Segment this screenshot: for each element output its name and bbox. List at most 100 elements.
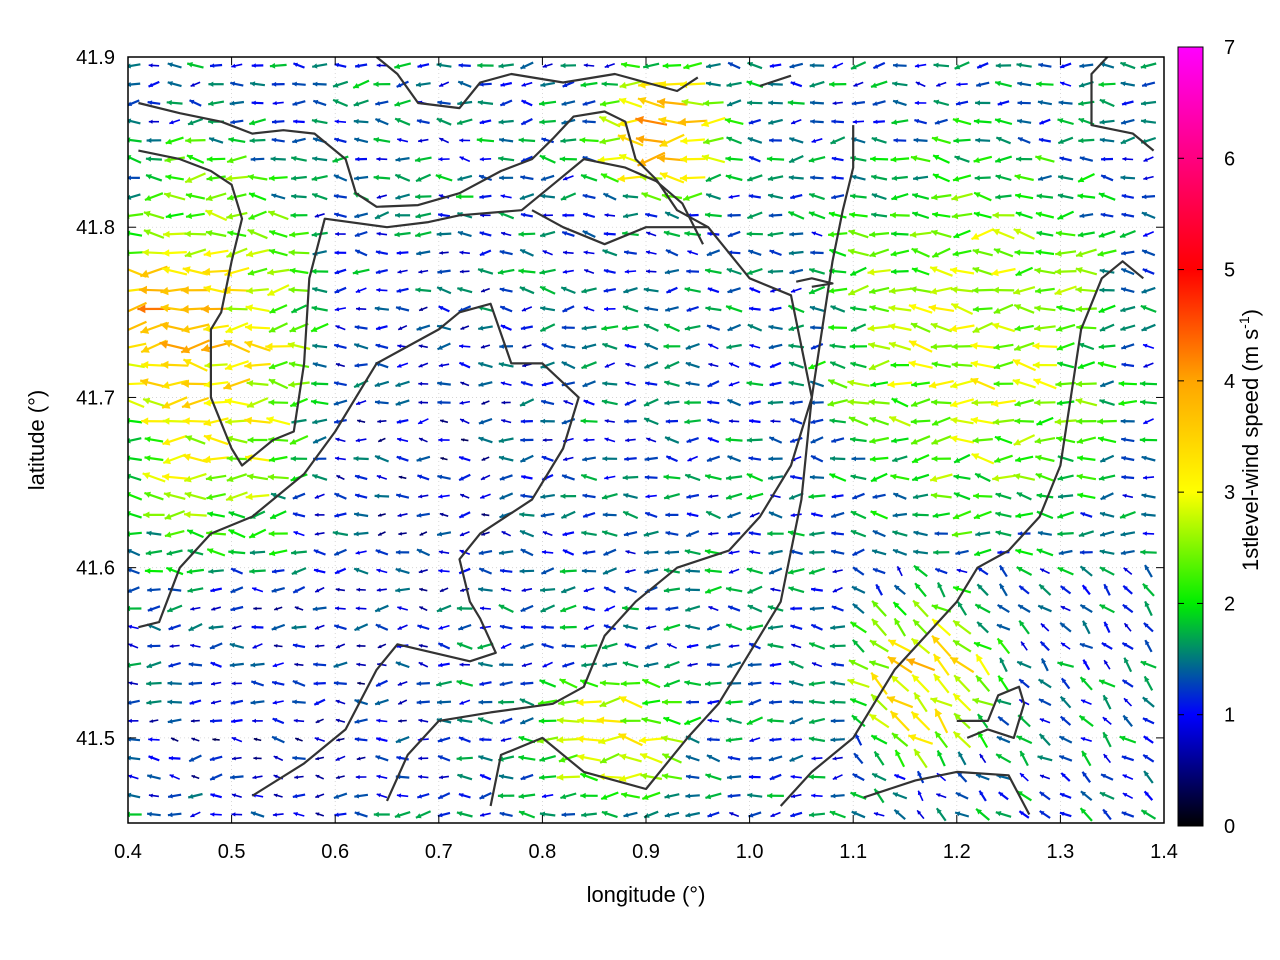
wind-arrow-head <box>356 587 361 592</box>
wind-arrow-head <box>208 624 214 631</box>
wind-arrow-head <box>913 619 920 627</box>
wind-arrow-head <box>830 680 836 686</box>
wind-arrow-head <box>664 793 670 799</box>
wind-arrow <box>725 737 743 743</box>
wind-arrow <box>1040 658 1049 672</box>
wind-arrow <box>253 756 262 761</box>
wind-arrow <box>893 617 907 637</box>
wind-arrow <box>499 811 513 817</box>
wind-arrow-head <box>1103 732 1109 739</box>
wind-arrow <box>229 662 244 668</box>
wind-arrow <box>1080 790 1093 802</box>
wind-arrow-head <box>955 811 961 817</box>
wind-arrow <box>231 793 242 798</box>
wind-arrow-head <box>1145 640 1150 646</box>
wind-arrow <box>499 624 513 630</box>
wind-arrow-head <box>935 568 941 573</box>
wind-arrow-head <box>1123 585 1128 591</box>
wind-arrow-head <box>664 681 670 688</box>
wind-arrow <box>1080 699 1092 706</box>
wind-arrow <box>354 811 368 818</box>
wind-arrow-head <box>168 756 173 761</box>
wind-arrow-head <box>911 711 920 720</box>
wind-arrow-head <box>976 654 983 663</box>
wind-arrow <box>599 696 621 708</box>
wind-arrow <box>457 773 473 781</box>
wind-arrow <box>620 680 641 687</box>
wind-arrow <box>312 606 327 612</box>
wind-arrow <box>749 737 761 743</box>
wind-arrow <box>849 697 867 707</box>
wind-arrow-head <box>790 624 795 629</box>
wind-arrow-head <box>936 793 941 798</box>
wind-arrow-head <box>292 680 298 685</box>
wind-arrow-head <box>869 660 876 667</box>
wind-arrow <box>1103 621 1111 634</box>
wind-arrow-head <box>312 606 318 612</box>
wind-arrow <box>952 619 972 635</box>
wind-arrow <box>561 812 576 818</box>
wind-arrow-head <box>872 619 879 626</box>
wind-arrow-head <box>498 699 504 705</box>
wind-arrow <box>1020 641 1028 651</box>
wind-arrow-head <box>1099 604 1106 610</box>
wind-arrow-head <box>891 675 899 683</box>
wind-arrow-head <box>977 567 983 572</box>
wind-arrow <box>250 662 265 668</box>
wind-arrow <box>375 737 388 742</box>
wind-arrow <box>852 773 865 782</box>
wind-arrow <box>436 699 452 705</box>
wind-arrow-head <box>808 681 815 687</box>
wind-arrow <box>294 662 304 667</box>
wind-arrow-head <box>149 719 154 723</box>
wind-arrow-head <box>871 735 878 741</box>
wind-arrow <box>916 809 925 820</box>
wind-arrow <box>1038 583 1052 596</box>
wind-arrow-head <box>253 737 258 742</box>
wind-arrow <box>1080 737 1092 742</box>
wind-arrow-head <box>1142 718 1148 723</box>
wind-arrow <box>768 699 783 705</box>
wind-arrow <box>847 678 870 689</box>
wind-arrow-head <box>829 810 836 816</box>
wind-arrow <box>684 680 702 686</box>
wind-arrow-head <box>252 718 256 723</box>
wind-arrow-head <box>725 737 732 743</box>
wind-arrow-head <box>642 699 649 706</box>
wind-arrow <box>685 774 700 780</box>
wind-arrow <box>539 811 556 817</box>
wind-arrow-head <box>726 623 732 629</box>
wind-arrow-head <box>146 680 152 687</box>
wind-arrow-head <box>335 699 340 704</box>
wind-arrow <box>229 642 245 649</box>
wind-arrow <box>374 698 389 706</box>
wind-arrow <box>1016 660 1032 669</box>
wind-arrow-head <box>167 680 173 686</box>
wind-arrow <box>907 734 934 745</box>
wind-arrow <box>336 737 345 742</box>
wind-arrow <box>518 793 536 799</box>
wind-arrow-head <box>292 793 298 799</box>
wind-arrow <box>687 662 698 667</box>
wind-arrow <box>519 568 535 574</box>
wind-arrow <box>666 643 678 649</box>
wind-arrow-head <box>335 718 340 723</box>
wind-arrow <box>354 718 368 724</box>
wind-arrow-head <box>231 812 236 817</box>
wind-arrow-head <box>1020 751 1026 757</box>
wind-arrow-head <box>623 624 629 630</box>
wind-arrow-head <box>747 792 753 798</box>
wind-arrow-head <box>917 810 922 815</box>
wind-arrow <box>893 808 906 821</box>
wind-arrow-head <box>456 679 463 686</box>
wind-arrow-head <box>210 662 216 667</box>
wind-arrow-head <box>604 607 610 612</box>
wind-arrow-head <box>168 625 174 631</box>
wind-arrow <box>685 793 700 799</box>
wind-arrow-head <box>854 753 859 759</box>
wind-arrow <box>1121 755 1135 762</box>
wind-arrow-head <box>894 585 900 591</box>
wind-arrow <box>147 643 161 649</box>
wind-arrow-head <box>293 588 299 593</box>
wind-arrow <box>829 699 846 705</box>
